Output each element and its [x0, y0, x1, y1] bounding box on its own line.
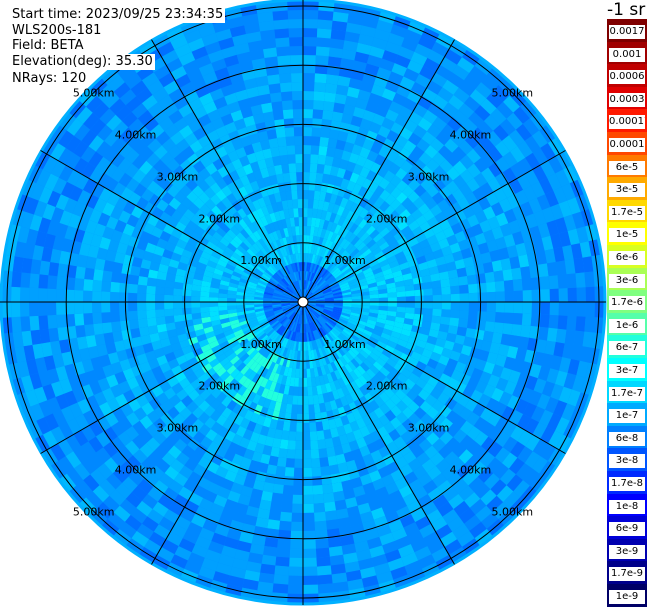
azimuth-spoke: [302, 301, 566, 454]
colorbar-tick-label: 0.00017: [609, 115, 645, 130]
azimuth-spoke: [302, 301, 455, 565]
range-ring-label: 5.00km: [492, 87, 534, 100]
range-ring-label: 5.00km: [492, 505, 534, 518]
range-ring-labels: 1.00km 1.00km 1.00km 1.00km 2.00km 2.00km 2.00…: [73, 87, 533, 519]
colorbar-tick-label: 1.7e-6: [609, 296, 645, 311]
azimuth-spoke: [40, 301, 304, 454]
colorbar-tick-label: 0.0017: [609, 25, 645, 39]
colorbar-tick-label: 1.7e-9: [609, 567, 645, 582]
colorbar-tick-label: 6e-9: [609, 522, 645, 537]
colorbar-tick-label: 6e-8: [609, 431, 645, 446]
range-ring-label: 1.00km: [324, 338, 366, 351]
range-ring-label: 5.00km: [73, 87, 115, 100]
start-time-text: Start time: 2023/09/25 23:34:35: [11, 7, 226, 23]
range-ring-label: 1.00km: [240, 338, 282, 351]
colorbar-tick-label: 1e-5: [609, 228, 645, 243]
colorbar-tick-label: 1e-9: [609, 590, 645, 604]
range-ring-label: 4.00km: [450, 129, 492, 142]
range-ring-label: 4.00km: [115, 129, 157, 142]
colorbar-tick-label: 0.0003: [609, 92, 645, 107]
polar-scan-plot: 1.00km 1.00km 1.00km 1.00km 2.00km 2.00km 2.00…: [0, 0, 607, 606]
colorbar-tick-label: 3e-8: [609, 454, 645, 469]
azimuth-spoke: [40, 150, 304, 303]
colorbar-tick-label: 0.0006: [609, 70, 645, 85]
radar-center-marker: [297, 296, 309, 308]
azimuth-spoke: [302, 39, 455, 303]
azimuth-spokes: [0, 0, 606, 605]
azimuth-spoke: [151, 301, 304, 565]
colorbar-tick-label: 3e-7: [609, 364, 645, 378]
colorbar-tick-label: 0.001: [609, 47, 645, 62]
colorbar-unit-label: -1 sr: [607, 0, 646, 20]
range-ring-label: 2.00km: [199, 380, 241, 393]
colorbar-tick-label: 0.0001: [609, 138, 645, 152]
azimuth-spoke: [302, 150, 566, 303]
colorbar-tick-label: 3e-5: [609, 183, 645, 198]
colorbar-tick-label: 6e-7: [609, 341, 645, 356]
colorbar-tick-label: 6e-6: [609, 251, 645, 265]
nrays-text: NRays: 120: [11, 71, 89, 87]
colorbar-tick-label: 1e-6: [609, 318, 645, 333]
colorbar-tick-label: 1.7e-7: [609, 386, 645, 401]
colorbar-tick-label: 1.7e-5: [609, 205, 645, 220]
colorbar-tick-label: 1.7e-8: [609, 477, 645, 491]
range-ring-label: 3.00km: [408, 170, 450, 183]
backscatter-cells: [0, 0, 607, 606]
range-ring-label: 2.00km: [366, 212, 408, 225]
device-name-text: WLS200s-181: [11, 23, 104, 39]
range-ring-label: 1.00km: [240, 254, 282, 267]
range-ring-label: 5.00km: [73, 505, 115, 518]
range-ring-label: 2.00km: [199, 212, 241, 225]
colorbar-tick-label: 3e-9: [609, 544, 645, 559]
elevation-text: Elevation(deg): 35.30: [11, 54, 155, 70]
range-ring-label: 2.00km: [366, 380, 408, 393]
range-ring-label: 3.00km: [408, 422, 450, 435]
colorbar-tick-label: 3e-6: [609, 273, 645, 288]
colorbar-tick-label: 1e-8: [609, 499, 645, 514]
colorbar-tick-label: 6e-5: [609, 160, 645, 175]
colorbar-tick-label: 1e-7: [609, 409, 645, 424]
range-ring-label: 1.00km: [324, 254, 366, 267]
range-ring-label: 4.00km: [450, 463, 492, 476]
range-ring-label: 4.00km: [115, 463, 157, 476]
range-ring-label: 3.00km: [157, 422, 199, 435]
azimuth-spoke: [151, 39, 304, 303]
field-text: Field: BETA: [11, 38, 86, 54]
range-ring-label: 3.00km: [157, 170, 199, 183]
